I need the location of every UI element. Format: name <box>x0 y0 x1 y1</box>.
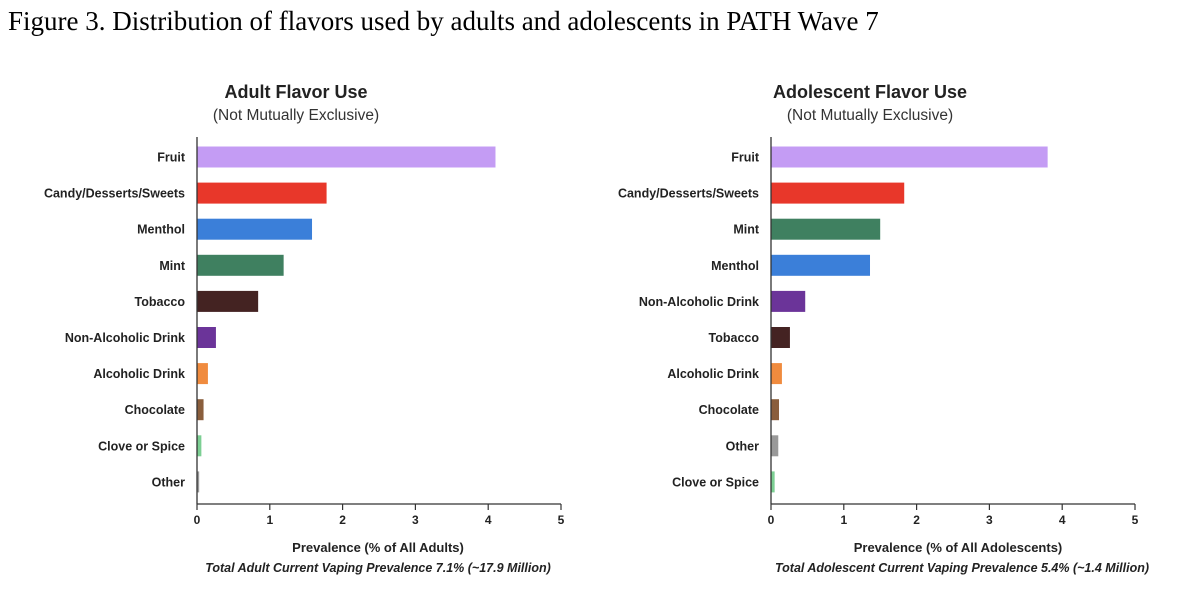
x-tick-label: 4 <box>1059 513 1066 527</box>
category-label: Clove or Spice <box>672 475 759 489</box>
x-tick-label: 1 <box>266 513 273 527</box>
bar-other <box>771 435 779 457</box>
prevalence-note: Total Adolescent Current Vaping Prevalen… <box>775 561 1149 575</box>
x-axis-ticks: 0 1 2 3 4 5 <box>194 504 565 527</box>
bar-non-alcoholic-drink <box>771 290 806 312</box>
bar-tobacco <box>197 290 259 312</box>
category-label: Fruit <box>731 151 760 165</box>
chart-subtitle: (Not Mutually Exclusive) <box>213 107 379 124</box>
x-tick-label: 2 <box>339 513 346 527</box>
prevalence-note: Total Adult Current Vaping Prevalence 7.… <box>205 561 551 575</box>
bar-mint <box>771 218 881 240</box>
bar-chocolate <box>197 399 204 421</box>
category-label: Clove or Spice <box>98 439 185 453</box>
bar-other <box>197 471 200 493</box>
category-label: Candy/Desserts/Sweets <box>618 187 759 201</box>
bar-chocolate <box>771 399 780 421</box>
bar-alcoholic-drink <box>197 363 208 385</box>
bar-group <box>771 146 1048 493</box>
bar-clove-or-spice <box>771 471 775 493</box>
category-label: Mint <box>159 259 186 273</box>
category-label: Tobacco <box>709 331 760 345</box>
category-label: Other <box>152 475 185 489</box>
chart-title: Adult Flavor Use <box>224 82 367 102</box>
category-labels: Fruit Candy/Desserts/Sweets Menthol Mint Tob… <box>44 151 186 490</box>
category-label: Alcoholic Drink <box>667 367 759 381</box>
x-axis-label: Prevalence (% of All Adolescents) <box>854 540 1063 555</box>
category-label: Menthol <box>137 223 185 237</box>
bar-fruit <box>197 146 496 168</box>
bar-fruit <box>771 146 1048 168</box>
category-label: Mint <box>733 223 760 237</box>
x-tick-label: 2 <box>913 513 920 527</box>
bar-non-alcoholic-drink <box>197 327 216 348</box>
bar-alcoholic-drink <box>771 363 782 385</box>
category-label: Tobacco <box>135 295 186 309</box>
x-tick-label: 1 <box>840 513 847 527</box>
category-label: Candy/Desserts/Sweets <box>44 187 185 201</box>
bar-group <box>197 146 496 493</box>
bar-candy-desserts-sweets <box>771 182 905 204</box>
x-tick-label: 5 <box>558 513 565 527</box>
x-tick-label: 3 <box>412 513 419 527</box>
category-label: Other <box>726 439 759 453</box>
category-label: Fruit <box>157 151 186 165</box>
x-tick-label: 4 <box>485 513 492 527</box>
bar-menthol <box>197 218 313 240</box>
bar-tobacco <box>771 327 790 348</box>
bar-candy-desserts-sweets <box>197 182 327 204</box>
category-label: Alcoholic Drink <box>93 367 185 381</box>
x-tick-label: 0 <box>768 513 775 527</box>
chart-title: Adolescent Flavor Use <box>773 82 967 102</box>
category-label: Non-Alcoholic Drink <box>639 295 759 309</box>
x-tick-label: 5 <box>1132 513 1139 527</box>
figure-caption: Figure 3. Distribution of flavors used b… <box>8 6 879 36</box>
category-labels: Fruit Candy/Desserts/Sweets Mint Menthol Non… <box>618 151 760 490</box>
x-tick-label: 3 <box>986 513 993 527</box>
adult-flavor-chart: Adult Flavor Use (Not Mutually Exclusive… <box>44 82 565 575</box>
category-label: Chocolate <box>699 403 759 417</box>
category-label: Non-Alcoholic Drink <box>65 331 185 345</box>
category-label: Chocolate <box>125 403 185 417</box>
x-tick-label: 0 <box>194 513 201 527</box>
category-label: Menthol <box>711 259 759 273</box>
x-axis-ticks: 0 1 2 3 4 5 <box>768 504 1139 527</box>
bar-menthol <box>771 254 871 276</box>
chart-subtitle: (Not Mutually Exclusive) <box>787 107 953 124</box>
bar-clove-or-spice <box>197 435 202 457</box>
x-axis-label: Prevalence (% of All Adults) <box>292 540 464 555</box>
bar-mint <box>197 254 284 276</box>
